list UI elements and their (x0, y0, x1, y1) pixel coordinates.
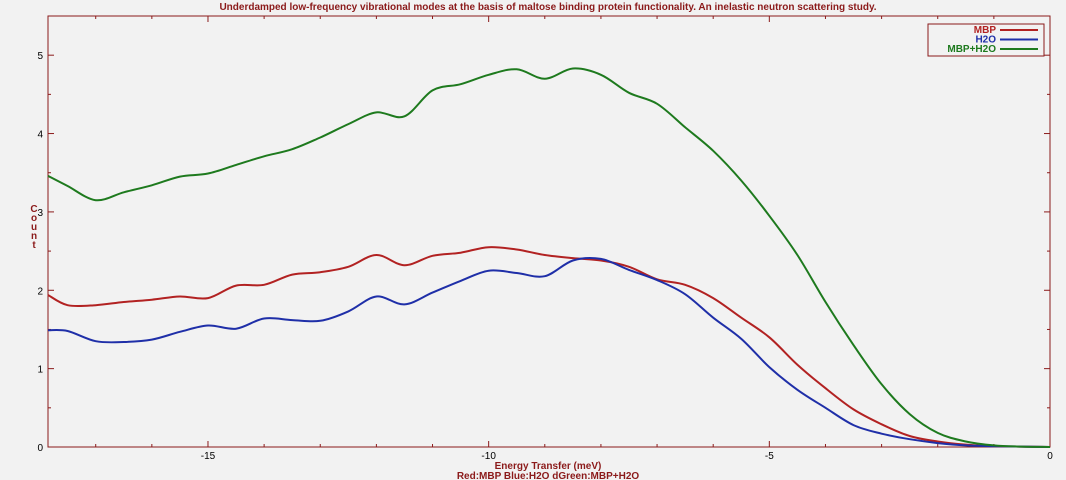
x-tick-label: -15 (201, 451, 216, 462)
y-axis-title-letter: C (30, 204, 37, 215)
y-tick-label: 1 (37, 365, 43, 376)
x-axis-title: Energy Transfer (meV) (495, 461, 602, 472)
legend-label: MBP+H2O (947, 44, 996, 55)
plot-frame (47, 15, 1051, 448)
y-tick-label: 4 (37, 130, 43, 141)
x-tick-label: -5 (765, 451, 774, 462)
y-tick-label: 2 (37, 286, 43, 297)
series-line-mbp (47, 246, 1051, 448)
series-line-mbp-h2o (47, 67, 1051, 448)
legend-label: H2O (975, 35, 996, 46)
chart-title: Underdamped low-frequency vibrational mo… (219, 2, 876, 13)
y-tick-label: 3 (37, 208, 43, 219)
series-layer (47, 67, 1051, 448)
y-tick-label: 0 (37, 443, 43, 454)
x-tick-label: -10 (481, 451, 496, 462)
y-axis-title-letter: o (31, 213, 37, 224)
series-line-h2o (47, 256, 1051, 448)
x-tick-label: 0 (1047, 451, 1053, 462)
chart-footer: Red:MBP Blue:H2O dGreen:MBP+H2O (457, 471, 640, 480)
legend-label: MBP (974, 25, 997, 36)
y-tick-label: 5 (37, 51, 43, 62)
y-axis-title-letter: n (31, 231, 37, 242)
y-axis-title-letter: t (32, 240, 36, 251)
y-axis-title-letter: u (31, 222, 37, 233)
